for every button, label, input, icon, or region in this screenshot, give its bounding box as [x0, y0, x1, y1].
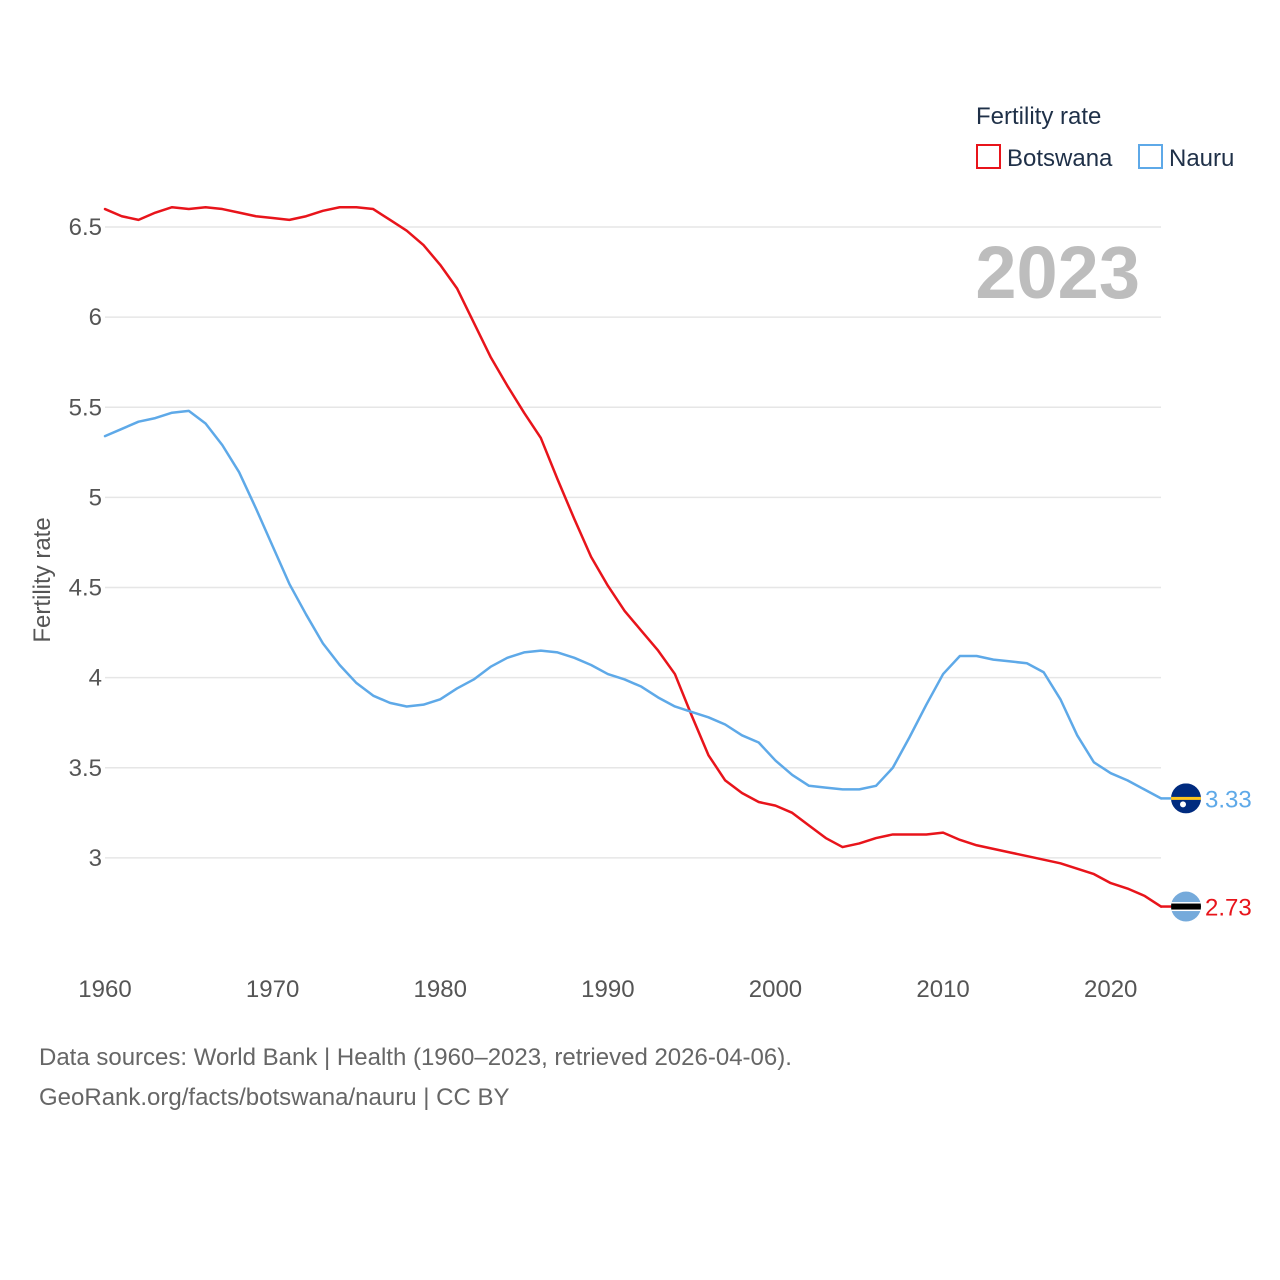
y-tick-label: 5 — [89, 484, 102, 511]
y-tick-label: 4 — [89, 665, 102, 692]
x-tick-label: 1990 — [581, 976, 634, 1003]
legend-item-nauru[interactable]: Nauru — [1138, 144, 1234, 172]
y-axis-ticks: 3 3.5 4 4.5 5 5.5 6 6.5 — [69, 214, 102, 872]
legend-swatch-nauru — [1138, 144, 1163, 169]
y-tick-label: 6.5 — [69, 214, 102, 241]
series-lines — [103, 205, 1163, 908]
legend-item-botswana[interactable]: Botswana — [976, 144, 1113, 172]
year-overlay: 2023 — [975, 231, 1140, 314]
series-line-botswana — [103, 205, 1163, 908]
x-tick-label: 1980 — [414, 976, 467, 1003]
flag-botswana-icon — [1171, 891, 1201, 922]
y-tick-label: 3.5 — [69, 755, 102, 782]
source-text: Data sources: World Bank | Health (1960–… — [39, 1044, 792, 1071]
y-tick-label: 3 — [89, 845, 102, 872]
flag-nauru-icon — [1171, 783, 1201, 814]
legend-swatch-botswana — [976, 144, 1001, 169]
x-tick-label: 2000 — [749, 976, 802, 1003]
x-tick-label: 2020 — [1084, 976, 1137, 1003]
y-axis-label: Fertility rate — [29, 517, 56, 642]
source-link[interactable]: GeoRank.org/facts/botswana/nauru | CC BY — [39, 1084, 510, 1111]
y-tick-label: 4.5 — [69, 575, 102, 602]
x-tick-label: 2010 — [916, 976, 969, 1003]
y-tick-label: 6 — [89, 304, 102, 331]
legend: Fertility rate Botswana Nauru — [976, 103, 1234, 172]
x-axis-ticks: 1960 1970 1980 1990 2000 2010 2020 — [78, 976, 1137, 1003]
series-line-nauru — [103, 409, 1163, 800]
series-end-markers: 2.73 3.33 — [1161, 783, 1252, 922]
y-tick-label: 5.5 — [69, 394, 102, 421]
legend-label-nauru: Nauru — [1169, 145, 1234, 172]
end-value-botswana: 2.73 — [1205, 895, 1252, 922]
legend-label-botswana: Botswana — [1007, 145, 1113, 172]
x-tick-label: 1960 — [78, 976, 131, 1003]
legend-title: Fertility rate — [976, 103, 1101, 130]
gridlines — [105, 226, 1161, 859]
end-value-nauru: 3.33 — [1205, 786, 1252, 813]
x-tick-label: 1970 — [246, 976, 299, 1003]
